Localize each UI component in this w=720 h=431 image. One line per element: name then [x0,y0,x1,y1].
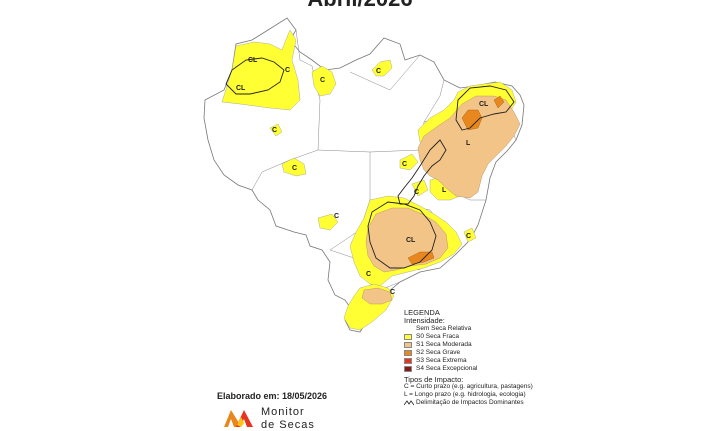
impact-label: C [320,77,325,84]
impact-label: C [272,127,277,134]
credit-date: Elaborado em: 18/05/2026 [217,391,328,401]
legend-swatch [404,365,412,372]
impact-label: C [366,271,371,278]
legend-impact-heading: Tipos de Impacto: [404,374,464,384]
legend-label: S3 Seca Extrema [416,356,467,364]
legend-label: S1 Seca Moderada [416,340,472,348]
legend-swatch [404,341,412,348]
logo-text-line1: Monitor [261,406,305,418]
impact-label: C [376,68,381,75]
impact-label: C [414,189,419,196]
legend-item: S0 Seca Fraca [404,333,644,341]
legend-delimitation: Delimitação de Impactos Dominantes [404,399,644,407]
impact-delimitations [225,57,515,269]
legend-item: S2 Seca Grave [404,349,644,357]
legend-label: Sem Seca Relativa [416,324,472,332]
impact-label: CL [479,101,489,108]
impact-label: CL [248,57,258,64]
impact-label: C [466,233,471,240]
legend-intensity-heading: Intensidade: [404,315,445,325]
map-title: Abril/2026 [0,0,720,12]
impact-label: C [402,161,407,168]
impact-label-left: CL [236,85,246,92]
legend-swatch [404,333,412,340]
legend-label: S0 Seca Fraca [416,332,459,340]
logo-mark-icon [224,410,253,427]
impact-label: C [390,289,395,296]
legend-item: S1 Seca Moderada [404,341,644,349]
s2-drought-areas [407,95,505,265]
legend-item: S4 Seca Excepcional [404,365,644,373]
impact-label: C [334,213,339,220]
legend: LEGENDA Intensidade: Sem Seca Relativa S… [404,309,644,407]
impact-label: L [466,140,471,147]
legend-swatch [404,325,412,332]
legend-heading: LEGENDA [404,308,440,317]
logo-text-line2: de Secas [261,419,315,431]
delimitation-icon [404,400,414,406]
legend-label: Delimitação de Impactos Dominantes [416,399,524,407]
legend-item: Sem Seca Relativa [404,325,644,333]
legend-swatch [404,349,412,356]
legend-item: S3 Seca Extrema [404,357,644,365]
legend-swatch [404,357,412,364]
impact-label: CL [406,237,416,244]
impact-label: C [285,67,290,74]
impact-label: L [442,187,447,194]
impact-label: C [292,165,297,172]
legend-label: S2 Seca Grave [416,348,461,356]
legend-impact-line: C = Curto prazo (e.g. agricultura, pasta… [404,383,533,391]
legend-label: S4 Seca Excepcional [416,364,478,372]
monitor-de-secas-logo: Monitor de Secas [222,405,332,431]
legend-impact-line: L = Longo prazo (e.g. hidrologia, ecolog… [404,391,526,399]
